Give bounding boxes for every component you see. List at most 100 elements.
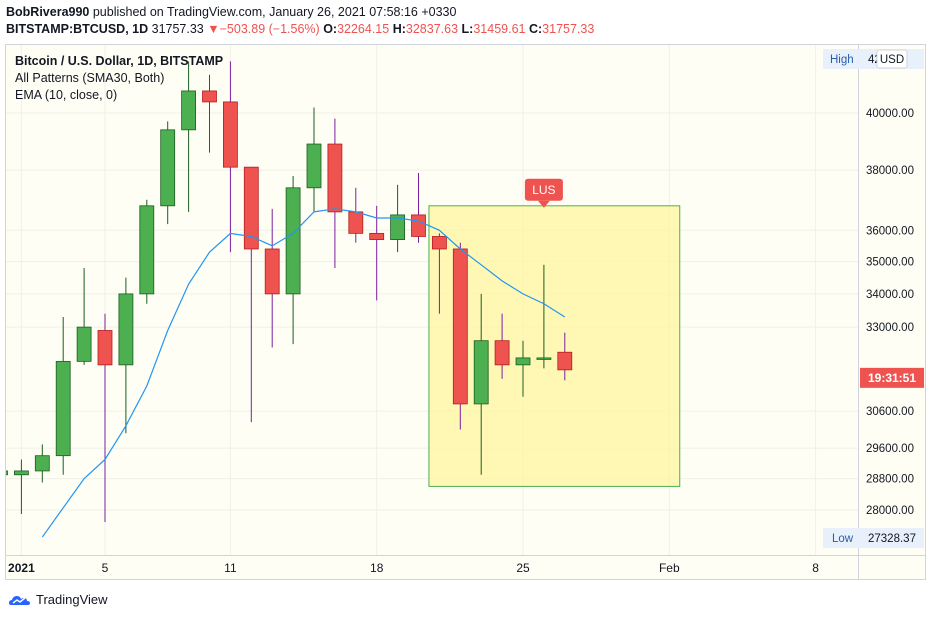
candle-body (97, 330, 113, 366)
symbol-label: BITSTAMP:BTCUSD, 1D (6, 22, 149, 36)
currency-badge-bg (876, 49, 908, 69)
candle (13, 459, 29, 514)
candle (327, 118, 343, 269)
candle (473, 293, 489, 475)
candle-body (243, 166, 259, 250)
candle-body (327, 143, 343, 213)
candle (285, 175, 301, 345)
candle (181, 61, 197, 212)
price-tick-label: 29600.00 (866, 443, 914, 455)
candle-body (306, 143, 322, 189)
candle-body (34, 455, 50, 472)
candle-body (494, 340, 510, 366)
time-tick-label: 18 (370, 561, 384, 575)
pattern-rectangle (428, 205, 681, 487)
ema-line (41, 208, 566, 538)
high-label: H: (392, 22, 406, 36)
last-price: 31757.33 (151, 22, 204, 36)
footer-brand[interactable]: TradingView (36, 592, 108, 607)
open-value: 32264.15 (337, 22, 390, 36)
pattern-marker-pointer (537, 200, 550, 208)
candle (6, 470, 8, 476)
candle (160, 121, 176, 225)
chart-legend: Bitcoin / U.S. Dollar, 1D, BITSTAMP All … (15, 53, 223, 104)
low-value: 31459.61 (473, 22, 526, 36)
candle-body (222, 101, 238, 168)
candle-body (390, 214, 406, 240)
candle (306, 107, 322, 212)
close-value: 31757.33 (542, 22, 595, 36)
candle (411, 173, 426, 243)
candle-body (139, 205, 155, 295)
candles (6, 61, 573, 522)
candle (494, 313, 510, 379)
candle (202, 74, 217, 153)
candle (76, 268, 92, 365)
candle (34, 444, 50, 483)
pattern-box (428, 205, 681, 487)
low-value: 27328.37 (868, 533, 916, 545)
pattern-marker: LUS (524, 178, 563, 208)
candle (536, 264, 552, 369)
time-tick-label: 8 (812, 561, 819, 575)
time-tick-label: 5 (102, 561, 109, 575)
candle-body (160, 129, 176, 207)
candle-body (348, 211, 364, 234)
candle-body (264, 248, 280, 295)
close-label: C: (528, 22, 543, 36)
legend-title: Bitcoin / U.S. Dollar, 1D, BITSTAMP (15, 54, 224, 68)
candle (515, 340, 531, 397)
candle (264, 208, 280, 348)
candle (243, 166, 259, 423)
pattern-marker-bg (524, 178, 563, 201)
candle (97, 313, 113, 522)
open-label: O: (323, 22, 338, 36)
candle-body (285, 187, 301, 295)
ema-polyline (41, 208, 566, 538)
currency-badge: USD (880, 54, 904, 66)
candle-body (118, 293, 134, 366)
price-tick-label: 30600.00 (866, 406, 914, 418)
footer: TradingView (8, 592, 108, 607)
author-name[interactable]: BobRivera990 (6, 5, 90, 19)
candle-body (536, 357, 552, 360)
candle-body (55, 360, 71, 457)
low-label: L: (461, 22, 474, 36)
candle-body (13, 470, 29, 476)
candle-body (202, 90, 217, 103)
candle-body (369, 232, 385, 240)
candle-body (411, 214, 426, 237)
price-tick-label: 36000.00 (866, 225, 914, 237)
countdown-bg (860, 367, 924, 388)
price-tick-label: 28800.00 (866, 474, 914, 486)
price-tick-label: 38000.00 (866, 165, 914, 177)
candle-body (76, 326, 92, 362)
ohlc-line: BITSTAMP:BTCUSD, 1D 31757.33 ▼−503.89 (−… (6, 22, 594, 36)
low-label: Low (832, 533, 854, 545)
legend-patterns[interactable]: All Patterns (SMA30, Both) (15, 71, 165, 85)
high-value: 32837.63 (405, 22, 459, 36)
low-label-bg (823, 528, 924, 548)
candle-body (452, 248, 468, 405)
candle (55, 317, 71, 475)
high-label: High (830, 54, 854, 66)
candle-body (515, 357, 531, 366)
legend-ema[interactable]: EMA (10, close, 0) (15, 88, 118, 102)
countdown-label: 19:31:51 (868, 371, 916, 385)
candle-body (6, 470, 8, 476)
candle (452, 242, 468, 430)
candle-body (473, 340, 489, 405)
time-axis[interactable]: 2021 5 11 18 25 Feb 8 (5, 555, 925, 576)
candle (557, 332, 573, 381)
price-axis[interactable]: 40000.00 38000.00 36000.00 35000.00 34000.00… (823, 45, 924, 580)
price-tick-label: 28000.00 (866, 505, 914, 517)
publish-info: published on TradingView.com, January 26… (89, 5, 457, 19)
tradingview-logo-icon (9, 595, 30, 605)
candle-body (181, 90, 197, 131)
candle (118, 277, 134, 434)
candle (348, 187, 364, 243)
pattern-marker-label: LUS (532, 183, 555, 197)
price-tick-label: 34000.00 (866, 289, 914, 301)
price-tick-label: 33000.00 (866, 322, 914, 334)
